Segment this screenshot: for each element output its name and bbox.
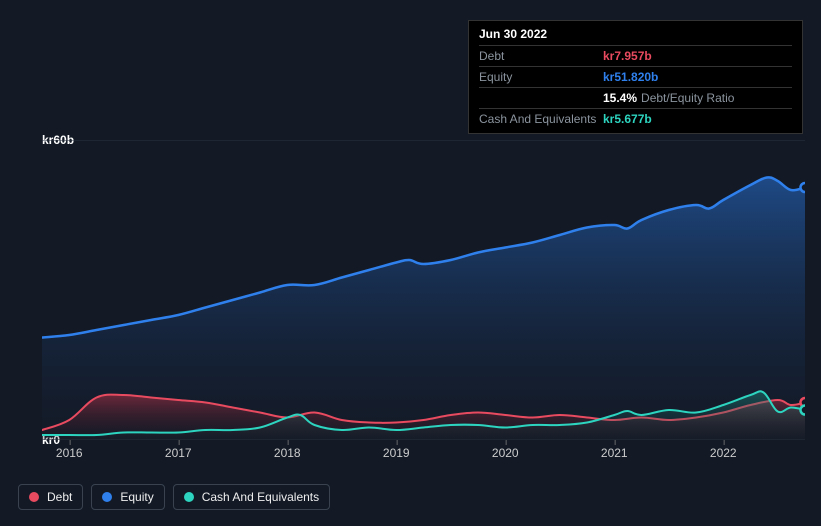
tooltip-row: 15.4%Debt/Equity Ratio <box>479 87 792 108</box>
chart-plot[interactable] <box>42 140 805 440</box>
tooltip-row-label: Debt <box>479 49 603 63</box>
series-group <box>42 177 805 440</box>
legend-label: Debt <box>47 490 72 504</box>
tooltip-row: Debtkr7.957b <box>479 45 792 66</box>
chart-container: kr60bkr0 2016201720182019202020212022 <box>18 120 805 480</box>
x-tick-label: 2020 <box>492 446 519 460</box>
series-end-marker[interactable] <box>801 183 806 192</box>
x-tick-label: 2021 <box>601 446 628 460</box>
tooltip-rows: Debtkr7.957bEquitykr51.820b15.4%Debt/Equ… <box>479 45 792 129</box>
tooltip-date: Jun 30 2022 <box>479 27 792 45</box>
legend-label: Cash And Equivalents <box>202 490 319 504</box>
legend: Debt Equity Cash And Equivalents <box>18 484 330 510</box>
tooltip-row-label: Equity <box>479 70 603 84</box>
tooltip-row-label <box>479 91 603 105</box>
legend-dot-icon <box>184 492 194 502</box>
tooltip-row-value: 15.4%Debt/Equity Ratio <box>603 91 734 105</box>
series-end-marker[interactable] <box>801 406 806 415</box>
x-axis: 2016 2017 2018 2019 2020 2021 2022 <box>42 440 805 470</box>
legend-item[interactable]: Equity <box>91 484 164 510</box>
x-tick-label: 2017 <box>165 446 192 460</box>
tooltip-row-value: kr51.820b <box>603 70 658 84</box>
tooltip-row-extra: Debt/Equity Ratio <box>641 91 734 105</box>
legend-item[interactable]: Cash And Equivalents <box>173 484 330 510</box>
legend-label: Equity <box>120 490 153 504</box>
tooltip-row: Equitykr51.820b <box>479 66 792 87</box>
x-tick-label: 2018 <box>274 446 301 460</box>
legend-item[interactable]: Debt <box>18 484 83 510</box>
x-tick-label: 2019 <box>383 446 410 460</box>
hover-tooltip: Jun 30 2022 Debtkr7.957bEquitykr51.820b1… <box>468 20 803 134</box>
legend-dot-icon <box>102 492 112 502</box>
x-tick-label: 2022 <box>710 446 737 460</box>
legend-dot-icon <box>29 492 39 502</box>
tooltip-row-value: kr7.957b <box>603 49 652 63</box>
x-tick-label: 2016 <box>56 446 83 460</box>
